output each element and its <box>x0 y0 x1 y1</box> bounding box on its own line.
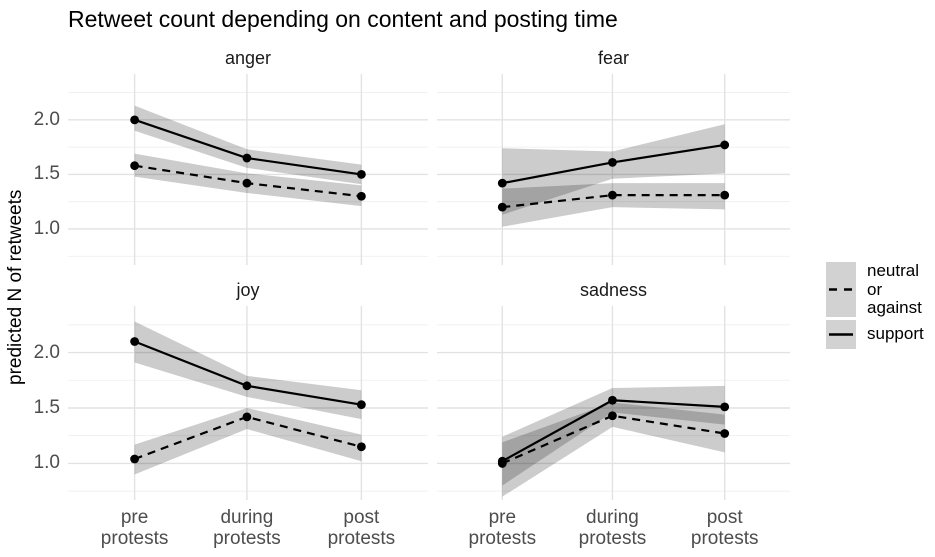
x-tick-label: pre protests <box>100 507 169 549</box>
y-tick-label: 1.0 <box>33 217 60 239</box>
data-point <box>242 412 252 422</box>
legend: neutral or against support <box>826 261 924 351</box>
x-tick-label: during protests <box>213 507 281 549</box>
panel-joy <box>68 306 428 500</box>
x-tick-label: during protests <box>578 507 647 549</box>
data-point <box>497 178 507 188</box>
data-point <box>720 429 730 438</box>
y-tick-label: 2.0 <box>33 341 60 363</box>
data-point <box>720 402 730 412</box>
panel-fear <box>437 74 790 265</box>
data-point <box>130 115 139 125</box>
legend-item-support: support <box>826 319 924 349</box>
data-point <box>242 153 252 163</box>
series-line-neutral-or-against <box>502 194 725 209</box>
ribbon-support <box>502 124 725 215</box>
data-point <box>720 190 730 200</box>
panel-sadness <box>437 306 790 500</box>
y-tick-label: 1.5 <box>33 396 60 418</box>
data-point <box>497 456 507 466</box>
legend-label-neutral-or-against: neutral or against <box>867 261 922 317</box>
facet-title-joy: joy <box>236 280 260 300</box>
data-point <box>242 381 252 391</box>
y-axis-title: predicted N of retweets <box>5 189 26 385</box>
y-tick-label: 1.0 <box>33 452 60 474</box>
legend-item-neutral-or-against: neutral or against <box>826 261 924 318</box>
data-point <box>130 337 139 346</box>
ribbon-support <box>134 321 362 420</box>
data-point <box>497 202 507 212</box>
legend-label-support: support <box>867 323 924 343</box>
data-point <box>608 411 617 421</box>
ribbon-neutral-or-against <box>502 402 725 497</box>
data-point <box>242 178 252 188</box>
ribbon-support <box>502 385 725 486</box>
data-point <box>608 190 617 200</box>
facet-title-sadness: sadness <box>579 280 648 300</box>
data-point <box>608 158 617 167</box>
data-point <box>357 170 366 179</box>
ribbon-neutral-or-against <box>134 407 362 475</box>
data-point <box>357 191 366 201</box>
data-point <box>608 395 617 405</box>
x-tick-label: pre protests <box>468 507 537 549</box>
chart-title: Retweet count depending on content and p… <box>68 6 618 32</box>
data-point <box>357 400 366 410</box>
data-point <box>130 161 139 171</box>
y-tick-label: 1.5 <box>33 163 60 185</box>
facet-title-anger: anger <box>224 48 272 68</box>
panel-anger <box>68 74 428 265</box>
ribbon-support <box>134 105 362 185</box>
data-point <box>357 442 366 452</box>
legend-key-dashed-line-icon <box>826 262 856 318</box>
legend-key-solid-line-icon <box>826 319 856 349</box>
facet-title-fear: fear <box>597 48 630 68</box>
data-point <box>720 140 730 150</box>
data-point <box>130 454 139 464</box>
x-tick-label: post protests <box>327 507 396 549</box>
y-tick-label: 2.0 <box>33 108 60 130</box>
x-tick-label: post protests <box>690 507 759 549</box>
ribbon-neutral-or-against <box>502 183 725 227</box>
